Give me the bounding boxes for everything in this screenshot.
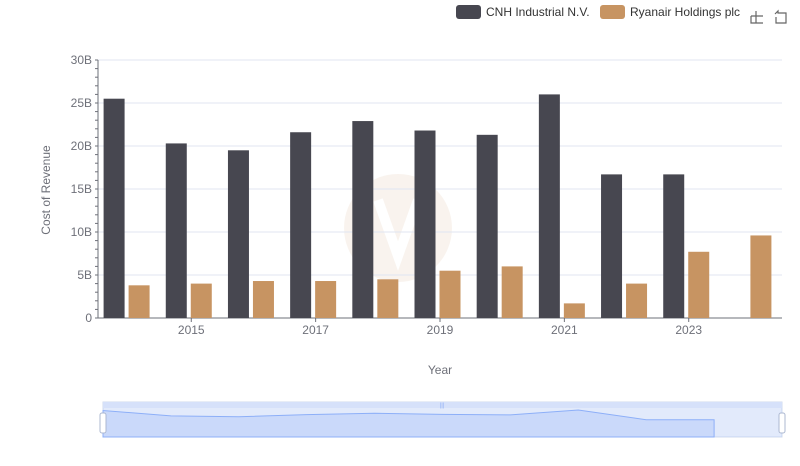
bar-ryanair-2018[interactable] (377, 279, 399, 318)
slider-top-bar[interactable] (103, 402, 782, 408)
bar-cnh-2017[interactable] (290, 132, 312, 318)
bar-ryanair-2022[interactable] (626, 283, 648, 318)
y-axis-title: Cost of Revenue (39, 145, 53, 235)
bar-ryanair-2017[interactable] (315, 281, 337, 318)
x-tick-label: 2015 (178, 323, 205, 337)
bar-ryanair-2014[interactable] (128, 285, 150, 318)
bar-ryanair-2019[interactable] (439, 270, 461, 318)
slider-grip-icon: ||| (440, 403, 445, 409)
bar-cnh-2014[interactable] (103, 98, 125, 318)
axes: 0 5B 10B 15B 20B 25B 30B 2015 2017 2019 2021 2023 (71, 53, 782, 337)
bar-ryanair-2021[interactable] (563, 303, 585, 318)
bar-cnh-2022[interactable] (601, 174, 623, 318)
x-tick-label: 2023 (675, 323, 702, 337)
bar-cnh-2023[interactable] (663, 174, 685, 318)
bar-cnh-2020[interactable] (476, 134, 498, 318)
bar-ryanair-2020[interactable] (501, 266, 523, 318)
bar-ryanair-2023[interactable] (688, 251, 710, 318)
legend-label: CNH Industrial N.V. (486, 5, 590, 19)
bar-ryanair-2015[interactable] (190, 283, 212, 318)
y-tick-label: 5B (77, 268, 92, 282)
x-tick-label: 2019 (427, 323, 454, 337)
x-axis-title: Year (428, 363, 452, 377)
bar-cnh-2016[interactable] (227, 150, 249, 318)
y-tick-label: 25B (71, 96, 92, 110)
legend-item[interactable]: Ryanair Holdings plc (600, 5, 740, 19)
slider-handle-right[interactable] (778, 412, 786, 434)
legend-item[interactable]: CNH Industrial N.V. (456, 5, 590, 19)
legend-swatch (456, 5, 481, 19)
legend-swatch (600, 5, 625, 19)
slider-handle-left[interactable] (99, 412, 107, 434)
bars (103, 94, 772, 319)
y-tick-label: 15B (71, 182, 92, 196)
bar-cnh-2019[interactable] (414, 130, 436, 318)
bar-cnh-2015[interactable] (165, 143, 187, 318)
bar-cnh-2021[interactable] (538, 94, 560, 319)
y-tick-label: 20B (71, 139, 92, 153)
legend-label: Ryanair Holdings plc (630, 5, 740, 19)
slider-preview-area (102, 409, 715, 438)
data-zoom-slider[interactable]: ||| (99, 401, 786, 438)
y-tick-label: 30B (71, 53, 92, 67)
x-tick-label: 2017 (302, 323, 329, 337)
x-tick-label: 2021 (551, 323, 578, 337)
bar-cnh-2018[interactable] (352, 121, 374, 318)
y-tick-label: 10B (71, 225, 92, 239)
y-tick-label: 0 (85, 311, 92, 325)
legend[interactable]: CNH Industrial N.V. Ryanair Holdings plc (456, 5, 740, 19)
zoom-icon[interactable] (748, 8, 764, 24)
restore-icon[interactable] (772, 8, 788, 24)
bar-ryanair-2024[interactable] (750, 235, 772, 318)
bar-ryanair-2016[interactable] (252, 281, 274, 318)
